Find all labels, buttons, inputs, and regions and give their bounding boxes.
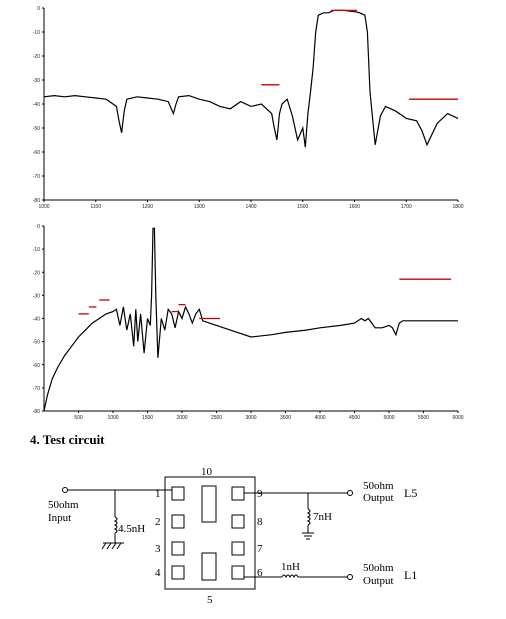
output-2-label-1: 50ohm (363, 562, 394, 574)
y-tick-label: -10 (33, 30, 40, 36)
chart-2: 0 -10 -20 -30 -40 -50 -60 -70 -80 500 1000 1500 2000… (33, 224, 464, 421)
y-tick-label: -50 (33, 340, 40, 346)
x-tick-label: 1600 (349, 204, 360, 210)
y-tick-label: -30 (33, 293, 40, 299)
y-tick-label: -60 (33, 150, 40, 156)
series-line (43, 227, 458, 412)
pad-center-bottom (201, 552, 217, 581)
x-tick-label: 1100 (90, 204, 101, 210)
pad-center-top (201, 485, 217, 523)
section-title: 4. Test circuit (30, 432, 105, 447)
inductor-4-5nh-label: 4.5nH (118, 523, 145, 535)
pin-9-label: 9 (257, 488, 263, 500)
test-circuit-diagram: 10 5 1 2 3 4 9 8 7 6 50ohm Input 4.5nH (48, 466, 417, 606)
pad-6 (231, 565, 245, 580)
x-tick-label: 2000 (176, 415, 187, 421)
output-2-name: L1 (404, 568, 417, 582)
y-tick-label: -60 (33, 363, 40, 369)
y-tick-label: -80 (33, 409, 40, 415)
x-tick-label: 1800 (452, 204, 463, 210)
inductor-1nh-icon (281, 574, 299, 579)
x-tick-label: 5500 (418, 415, 429, 421)
x-tick-label: 4500 (349, 415, 360, 421)
x-tick-label: 1500 (297, 204, 308, 210)
pin-2-label: 2 (155, 516, 161, 528)
output-1-label-1: 50ohm (363, 480, 394, 492)
output-1-terminal (347, 490, 353, 496)
output-2-label-2: Output (363, 575, 394, 587)
y-tick-label: -70 (33, 174, 40, 180)
y-tick-label: -50 (33, 126, 40, 132)
y-tick-label: -80 (33, 198, 40, 204)
x-tick-label: 6000 (452, 415, 463, 421)
x-tick-label: 4000 (314, 415, 325, 421)
pin-8-label: 8 (257, 516, 263, 528)
y-tick-label: -40 (33, 102, 40, 108)
y-tick-label: -20 (33, 270, 40, 276)
y-tick-label: -70 (33, 386, 40, 392)
pin-6-label: 6 (257, 567, 263, 579)
series-line (43, 9, 459, 148)
input-label-2: Input (48, 512, 71, 524)
x-tick-label: 1000 (107, 415, 118, 421)
pad-3 (171, 541, 185, 556)
chip-pin-5-label: 5 (207, 594, 213, 606)
pad-7 (231, 541, 245, 556)
output-2-terminal (347, 574, 353, 580)
y-tick-label: -20 (33, 54, 40, 60)
x-tick-label: 1400 (245, 204, 256, 210)
pin-3-label: 3 (155, 543, 161, 555)
chip-pin-10-label: 10 (201, 466, 213, 478)
pad-1 (171, 486, 185, 501)
x-tick-label: 1300 (194, 204, 205, 210)
input-label-1: 50ohm (48, 499, 79, 511)
x-tick-label: 500 (74, 415, 83, 421)
output-1-label-2: Output (363, 492, 394, 504)
ground-icon (302, 532, 314, 540)
pad-8 (231, 514, 245, 529)
x-tick-label: 2500 (211, 415, 222, 421)
pin-7-label: 7 (257, 543, 263, 555)
inductor-1nh-label: 1nH (281, 561, 300, 573)
y-tick-label: -10 (33, 247, 40, 253)
y-tick-label: 0 (37, 224, 40, 230)
pad-4 (171, 565, 185, 580)
inductor-4-5nh-icon (113, 516, 118, 534)
x-tick-label: 5000 (383, 415, 394, 421)
y-tick-label: 0 (37, 6, 40, 12)
x-tick-label: 3500 (280, 415, 291, 421)
x-tick-label: 1000 (38, 204, 49, 210)
input-terminal (62, 487, 68, 493)
y-tick-label: -40 (33, 317, 40, 323)
ground-icon (101, 542, 124, 550)
x-tick-label: 1700 (401, 204, 412, 210)
pad-2 (171, 514, 185, 529)
y-tick-label: -30 (33, 78, 40, 84)
x-tick-label: 1200 (142, 204, 153, 210)
inductor-7nh-label: 7nH (313, 511, 332, 523)
x-tick-label: 1500 (142, 415, 153, 421)
output-1-name: L5 (404, 486, 417, 500)
pin-4-label: 4 (155, 567, 161, 579)
inductor-7nh-icon (306, 508, 311, 526)
pin-1-label: 1 (155, 488, 161, 500)
chip-body (164, 476, 256, 590)
x-tick-label: 3000 (245, 415, 256, 421)
